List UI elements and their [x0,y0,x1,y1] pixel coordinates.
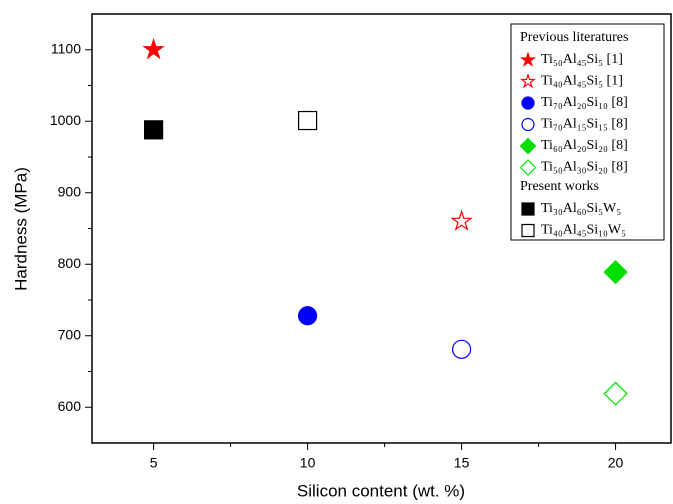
data-point [450,209,473,231]
data-point [142,37,165,60]
legend-marker [521,202,535,216]
y-tick-label: 700 [58,326,82,342]
y-tick-label: 800 [58,255,82,271]
x-tick-label: 5 [150,455,158,471]
legend-label: Ti₆₀Al₂₀Si₂₀ [8] [541,138,628,153]
legend-marker [521,96,535,110]
legend-marker [521,117,535,132]
y-tick-label: 1100 [51,40,81,56]
data-point [603,260,628,285]
legend-marker [519,137,537,155]
data-point [451,339,472,359]
x-tick-label: 10 [300,455,316,471]
legend-marker [519,72,537,89]
legend-label: Ti₃₀Al₆₀Si₅W₅ [541,201,621,216]
legend-label: Ti₄₀Al₄₅Si₅ [1] [541,74,623,89]
data-point [297,110,318,131]
legend-label: Ti₄₀Al₄₅Si₁₀W₅ [541,223,626,238]
legend-label: Ti₅₀Al₄₅Si₅ [1] [541,52,623,67]
data-point [143,120,164,140]
data-point [297,306,318,326]
y-tick-label: 600 [58,398,82,414]
y-axis-label: Hardness (MPa) [11,167,30,291]
x-tick-label: 15 [454,455,470,471]
legend-marker [519,51,537,67]
legend-label: Ti₅₀Al₃₀Si₂₀ [8] [541,160,628,175]
legend-group-title: Present works [520,179,599,194]
legend-label: Ti₇₀Al₁₅Si₁₅ [8] [541,117,628,132]
legend-marker [521,223,535,238]
legend-box [510,23,665,241]
legend-label: Ti₇₀Al₂₀Si₁₀ [8] [541,95,628,110]
legend-marker [519,159,537,176]
y-tick-label: 900 [58,183,82,199]
y-tick-label: 1000 [50,112,81,128]
legend-group-title: Previous literatures [520,30,628,45]
x-axis-label: Silicon content (wt. %) [297,481,465,500]
data-point [603,381,628,406]
x-tick-label: 20 [608,455,624,471]
